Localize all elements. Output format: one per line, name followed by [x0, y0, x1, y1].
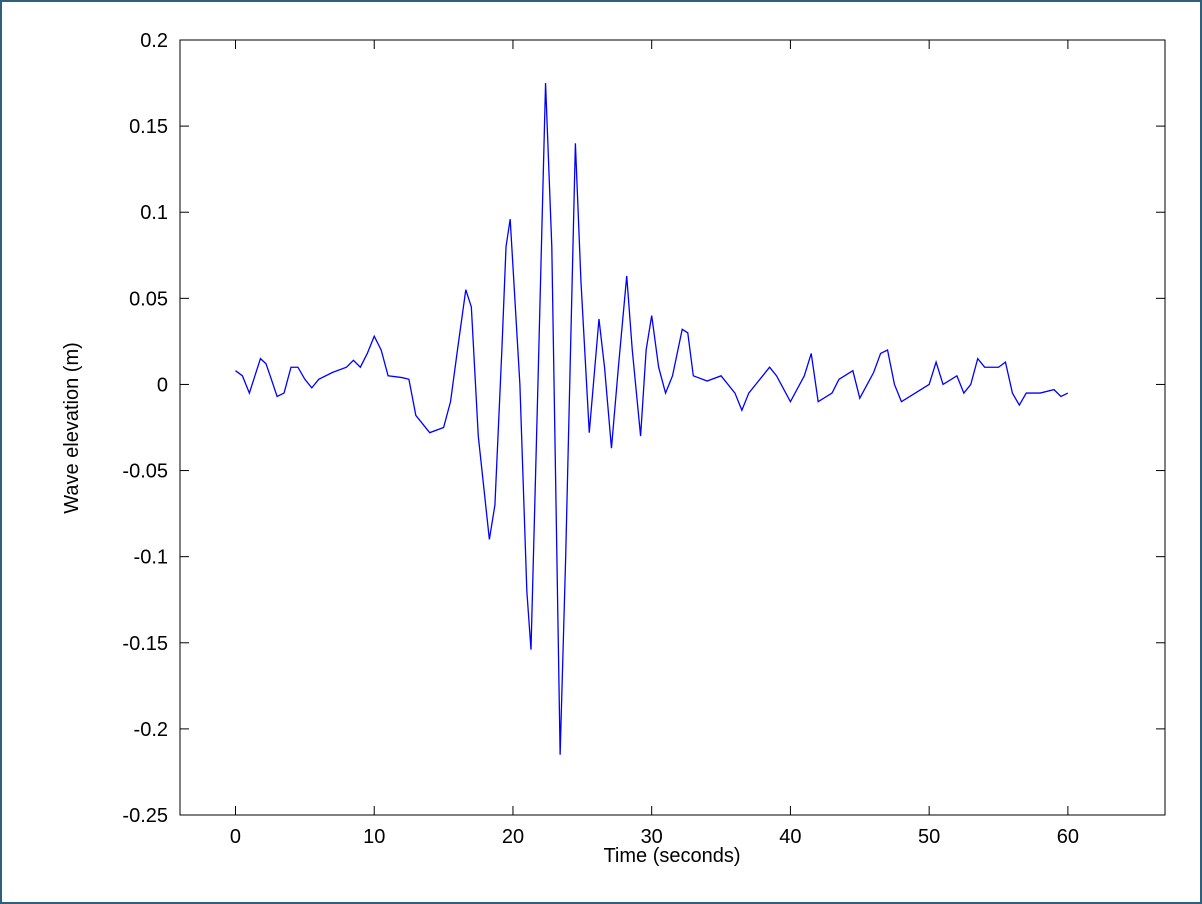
y-tick-label: 0.1	[140, 202, 168, 224]
x-tick-label: 50	[918, 826, 940, 848]
x-tick-label: 0	[230, 826, 241, 848]
y-tick-label: -0.05	[122, 461, 168, 483]
y-axis-label: Wave elevation (m)	[61, 342, 83, 514]
axes-box	[179, 39, 1166, 816]
x-tick-label: 10	[363, 826, 385, 848]
x-tick-label: 60	[1057, 826, 1079, 848]
x-tick-label: 40	[779, 826, 801, 848]
y-tick-label: 0.2	[140, 30, 168, 52]
y-tick-label: 0.15	[129, 116, 168, 138]
y-tick-label: 0	[157, 374, 168, 396]
y-tick-label: 0.05	[129, 288, 168, 310]
y-tick-label: -0.15	[122, 633, 168, 655]
x-tick-label: 20	[502, 826, 524, 848]
y-tick-label: -0.2	[134, 719, 168, 741]
data-line	[235, 83, 1069, 755]
x-axis-label: Time (seconds)	[603, 845, 740, 867]
x-tick-label: 30	[641, 826, 663, 848]
y-tick-label: -0.25	[122, 805, 168, 827]
y-tick-label: -0.1	[134, 547, 168, 569]
